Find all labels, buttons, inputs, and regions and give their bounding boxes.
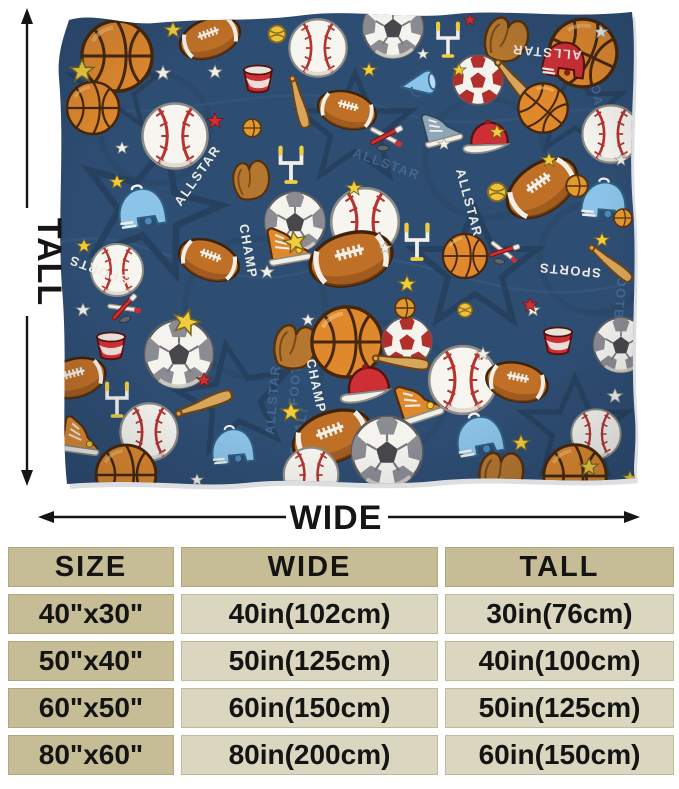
size-chart-cell-wide: 40in(102cm) [181,594,438,634]
size-chart-cell-tall: 50in(125cm) [445,688,674,728]
size-chart-cell-wide: 50in(125cm) [181,641,438,681]
blanket-pattern: FOOTBALL GOAL! ALLSTAR GOAL! FOOTBALL AL… [58,12,636,485]
arrow-down-icon [21,470,33,486]
size-chart-cell-wide: 80in(200cm) [181,735,438,775]
arrow-right-icon [624,511,640,523]
size-chart-header-wide: WIDE [181,547,438,587]
tall-dimension-arrow: TALL [21,8,68,486]
size-chart-cell-tall: 30in(76cm) [445,594,674,634]
size-chart-cell-wide: 60in(150cm) [181,688,438,728]
size-chart-cell-size: 80"x60" [8,735,174,775]
tall-label: TALL [30,218,68,306]
size-chart-header-tall: TALL [445,547,674,587]
size-chart-header-size: SIZE [8,547,174,587]
size-chart-cell-size: 40"x30" [8,594,174,634]
size-chart-cell-size: 50"x40" [8,641,174,681]
blanket-photo: FOOTBALL GOAL! ALLSTAR GOAL! FOOTBALL AL… [58,12,639,490]
wide-label: WIDE [290,499,383,537]
blanket-vignette [58,12,636,485]
product-dimension-diagram: FOOTBALL GOAL! ALLSTAR GOAL! FOOTBALL AL… [21,8,640,537]
size-chart-table: SIZE WIDE TALL 40"x30" 40in(102cm) 30in(… [8,547,674,775]
size-chart-cell-tall: 60in(150cm) [445,735,674,775]
wide-dimension-arrow: WIDE [38,499,640,537]
size-chart-cell-size: 60"x50" [8,688,174,728]
arrow-up-icon [21,8,33,24]
size-chart-cell-tall: 40in(100cm) [445,641,674,681]
arrow-left-icon [38,511,54,523]
